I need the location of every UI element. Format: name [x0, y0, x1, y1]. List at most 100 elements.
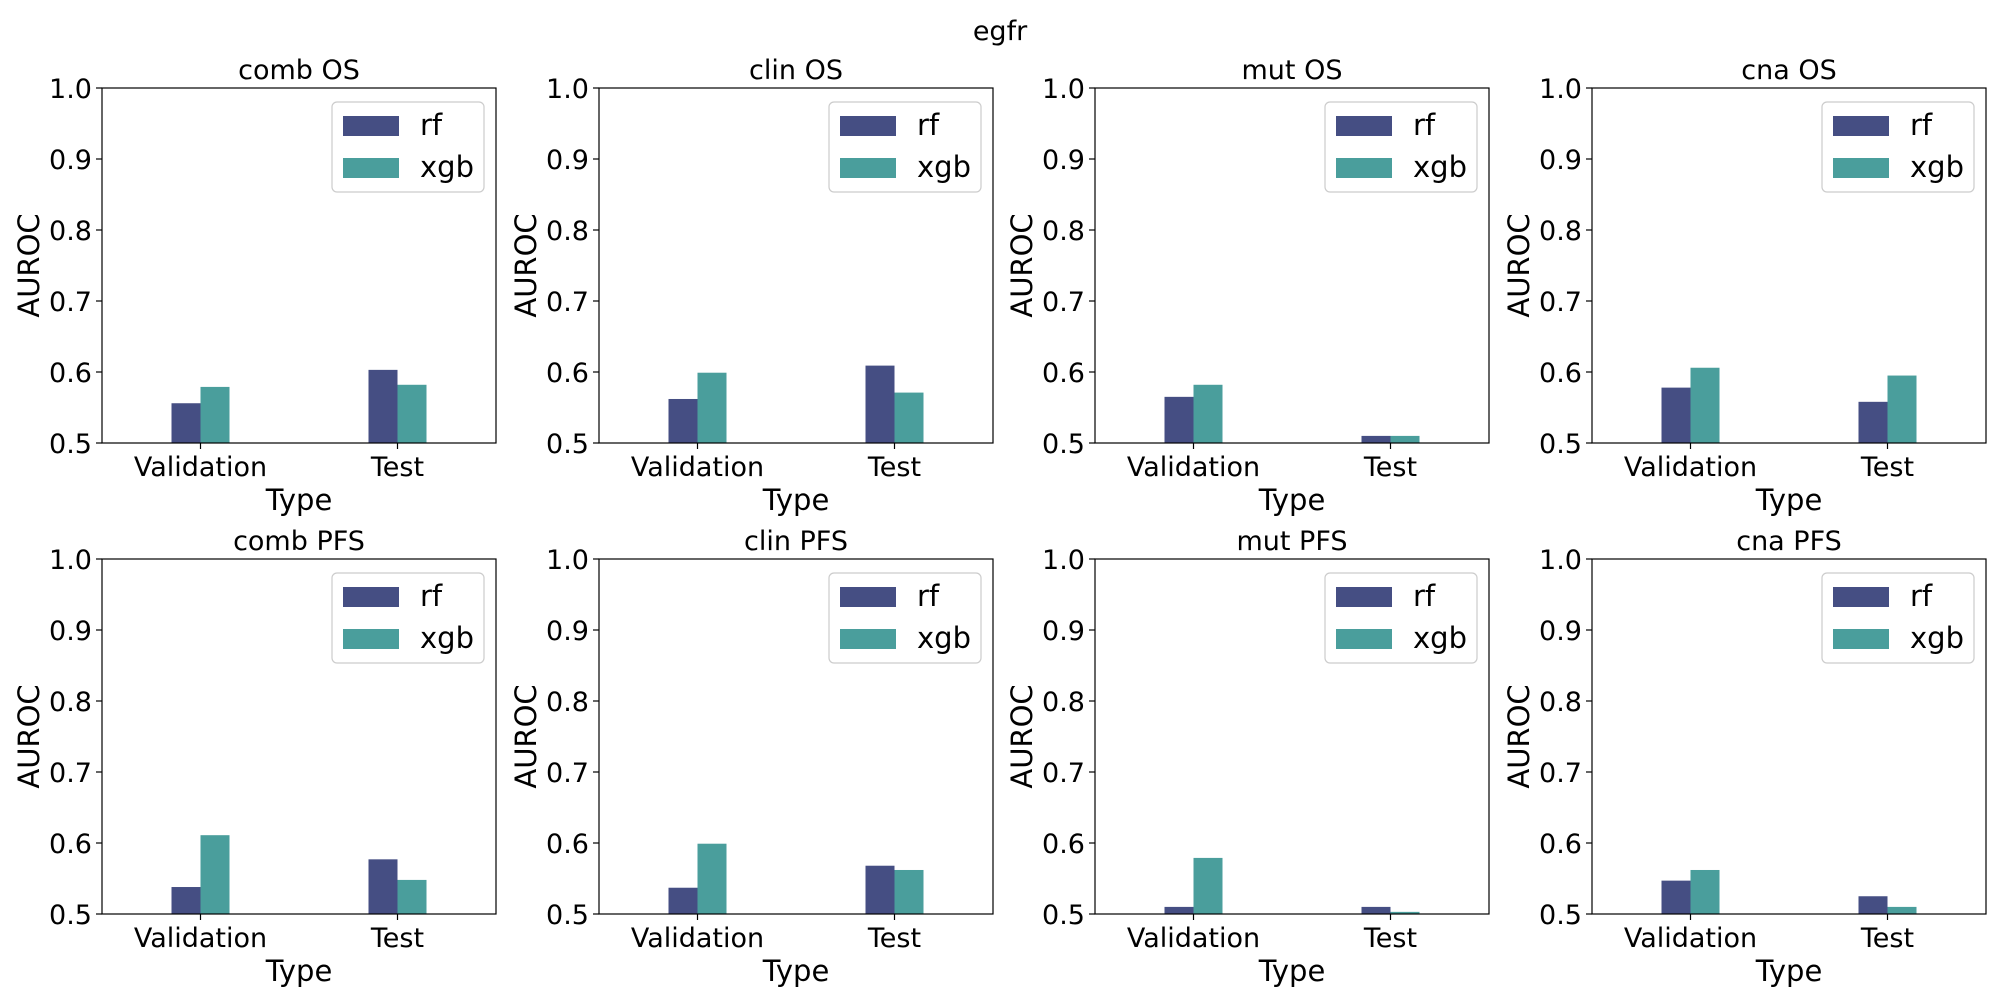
y-tick-label: 1.0: [1539, 545, 1582, 576]
y-tick-label: 1.0: [546, 74, 589, 105]
y-tick-label: 0.6: [546, 358, 589, 389]
legend-swatch-rf: [1336, 587, 1392, 607]
subplot-mut-pfs: mut PFS 0.5 0.6 0.7 0.8 0.9 1.0 Validation Test T…: [1005, 526, 1490, 988]
legend-swatch-xgb: [840, 158, 896, 178]
legend: rf xgb: [331, 572, 485, 664]
bar-xgb-validation: [200, 386, 230, 443]
legend-label-xgb: xgb: [1413, 150, 1467, 184]
y-tick-label: 0.7: [1539, 758, 1582, 789]
x-axis-label: Type: [265, 954, 333, 988]
figure-title: egfr: [973, 16, 1028, 47]
x-tick-label: Test: [867, 452, 921, 483]
y-tick-label: 0.7: [49, 758, 92, 789]
y-tick-label: 0.7: [1539, 287, 1582, 318]
y-tick-label: 0.8: [1539, 687, 1582, 718]
legend-swatch-xgb: [1833, 158, 1889, 178]
y-tick-label: 0.7: [546, 287, 589, 318]
bar-rf-validation: [171, 887, 201, 914]
x-axis-label: Type: [1258, 483, 1326, 517]
x-tick-label: Test: [1363, 923, 1417, 954]
legend-swatch-xgb: [343, 158, 399, 178]
bar-xgb-test: [894, 869, 924, 914]
y-axis-label: AUROC: [12, 684, 46, 788]
bar-rf-test: [1858, 896, 1888, 914]
subplot-cna-pfs: cna PFS 0.5 0.6 0.7 0.8 0.9 1.0 Validation Test T…: [1502, 526, 1987, 988]
x-axis-label: Type: [1755, 954, 1823, 988]
y-tick-label: 0.5: [546, 900, 589, 931]
plot-frame: [1591, 558, 1987, 915]
subplot-title: comb PFS: [233, 526, 365, 557]
y-tick-label: 0.6: [546, 829, 589, 860]
bar-rf-test: [1858, 401, 1888, 443]
bar-rf-validation: [171, 403, 201, 443]
x-tick-label: Validation: [134, 923, 267, 954]
bar-xgb-test: [1887, 906, 1917, 914]
x-tick-label: Test: [1860, 923, 1914, 954]
y-tick-label: 0.9: [546, 145, 589, 176]
y-tick-label: 1.0: [49, 545, 92, 576]
subplot-title: cna OS: [1741, 55, 1836, 86]
x-tick-label: Test: [1860, 452, 1914, 483]
y-tick-label: 1.0: [546, 545, 589, 576]
legend: rf xgb: [1821, 572, 1975, 664]
x-tick-label: Validation: [1624, 452, 1757, 483]
legend-label-xgb: xgb: [1910, 621, 1964, 655]
bar-xgb-test: [397, 384, 427, 443]
legend-swatch-rf: [1833, 587, 1889, 607]
legend-swatch-rf: [1833, 116, 1889, 136]
y-tick-label: 0.8: [49, 216, 92, 247]
y-tick-label: 0.8: [49, 687, 92, 718]
y-axis-label: AUROC: [1502, 213, 1536, 317]
y-tick-label: 0.6: [1042, 358, 1085, 389]
bar-xgb-validation: [1193, 384, 1223, 443]
x-axis-label: Type: [265, 483, 333, 517]
subplot-clin-os: clin OS 0.5 0.6 0.7 0.8 0.9 1.0 Validation Test T…: [509, 55, 994, 517]
bar-rf-validation: [1164, 906, 1194, 914]
bar-xgb-test: [1390, 435, 1420, 443]
plot-frame: [1591, 87, 1987, 444]
legend-label-rf: rf: [917, 108, 940, 142]
legend-label-rf: rf: [917, 579, 940, 613]
legend-label-rf: rf: [1910, 108, 1933, 142]
y-tick-label: 0.8: [1042, 216, 1085, 247]
bar-rf-test: [368, 369, 398, 443]
subplot-title: mut OS: [1242, 55, 1343, 86]
y-tick-label: 0.8: [546, 216, 589, 247]
legend: rf xgb: [1821, 101, 1975, 193]
subplot-comb-os: comb OS 0.5 0.6 0.7 0.8 0.9 1.0 Validation Test T…: [12, 55, 497, 517]
y-axis-label: AUROC: [1005, 213, 1039, 317]
y-tick-label: 0.7: [1042, 287, 1085, 318]
x-tick-label: Validation: [1127, 452, 1260, 483]
y-tick-label: 0.7: [546, 758, 589, 789]
y-tick-label: 1.0: [1042, 545, 1085, 576]
bar-xgb-validation: [1193, 857, 1223, 914]
y-tick-label: 0.6: [49, 829, 92, 860]
legend-swatch-xgb: [343, 629, 399, 649]
legend-swatch-rf: [343, 116, 399, 136]
x-axis-label: Type: [762, 954, 830, 988]
bar-rf-test: [368, 859, 398, 914]
legend-label-rf: rf: [1413, 579, 1436, 613]
subplot-title: comb OS: [238, 55, 360, 86]
plot-frame: [101, 87, 497, 444]
subplot-mut-os: mut OS 0.5 0.6 0.7 0.8 0.9 1.0 Validation Test Ty…: [1005, 55, 1490, 517]
legend-swatch-rf: [840, 116, 896, 136]
y-tick-label: 0.5: [1042, 429, 1085, 460]
legend: rf xgb: [1324, 101, 1478, 193]
y-tick-label: 0.9: [1042, 145, 1085, 176]
y-tick-label: 0.5: [1042, 900, 1085, 931]
legend-swatch-xgb: [1336, 158, 1392, 178]
subplot-cna-os: cna OS 0.5 0.6 0.7 0.8 0.9 1.0 Validation Test Ty…: [1502, 55, 1987, 517]
y-tick-label: 0.5: [49, 900, 92, 931]
y-tick-label: 0.9: [49, 616, 92, 647]
y-tick-label: 1.0: [1539, 74, 1582, 105]
bar-rf-test: [865, 865, 895, 914]
plot-frame: [598, 87, 994, 444]
y-axis-label: AUROC: [509, 213, 543, 317]
legend-swatch-xgb: [1833, 629, 1889, 649]
bar-xgb-test: [1390, 911, 1420, 914]
bar-rf-validation: [668, 887, 698, 914]
x-tick-label: Validation: [134, 452, 267, 483]
bar-rf-validation: [668, 398, 698, 443]
